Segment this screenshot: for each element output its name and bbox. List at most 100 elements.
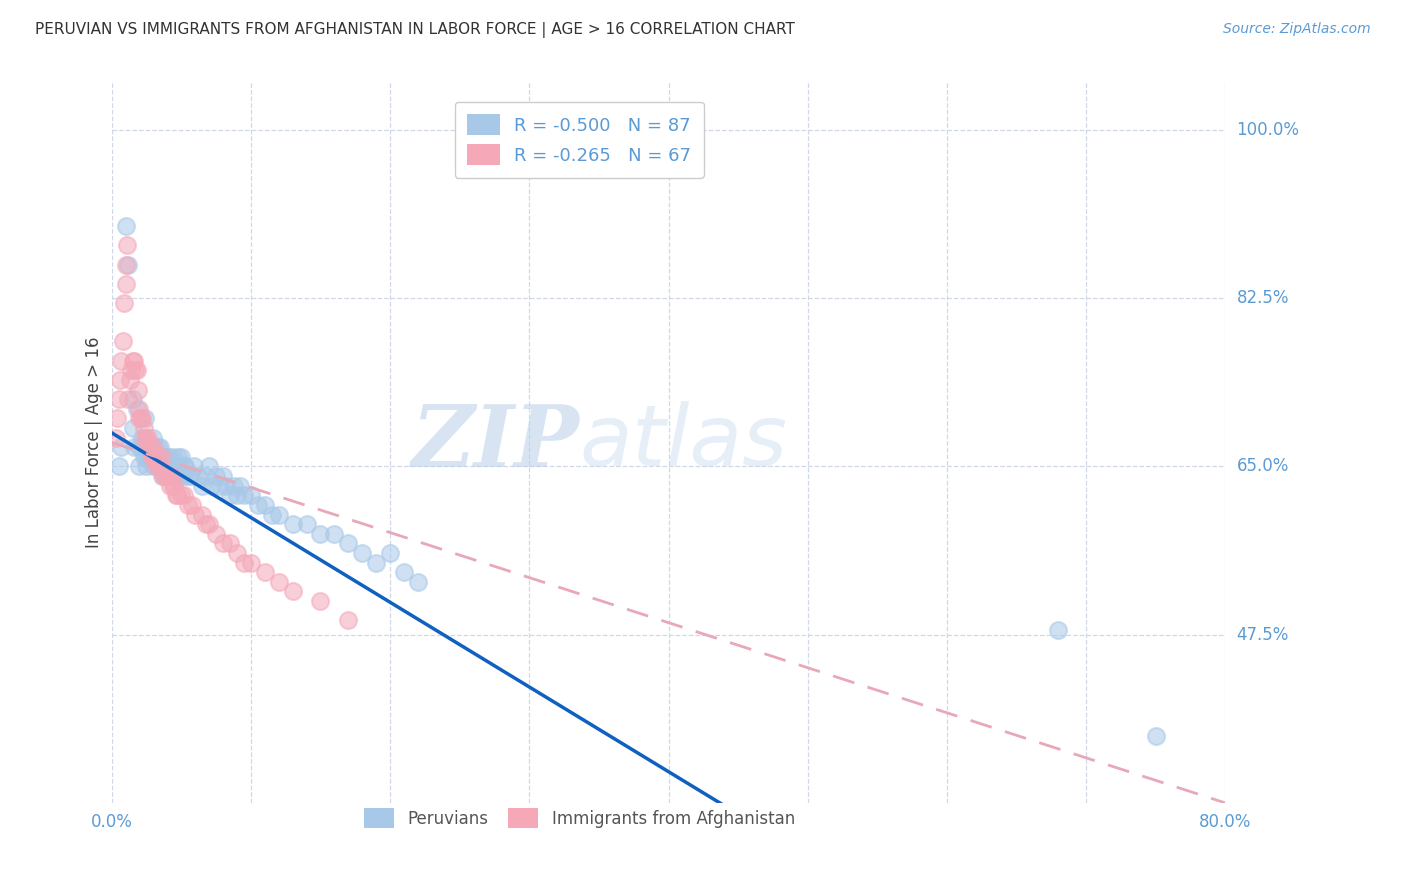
Point bbox=[135, 450, 157, 464]
Point bbox=[128, 459, 150, 474]
Point bbox=[142, 450, 165, 464]
Point bbox=[239, 556, 262, 570]
Point bbox=[146, 450, 169, 464]
Point bbox=[127, 383, 149, 397]
Point bbox=[149, 459, 172, 474]
Point bbox=[141, 450, 163, 464]
Point bbox=[131, 411, 153, 425]
Point bbox=[337, 613, 360, 627]
Point bbox=[177, 469, 200, 483]
Point bbox=[129, 440, 152, 454]
Point bbox=[150, 469, 173, 483]
Point bbox=[173, 459, 195, 474]
Point bbox=[143, 450, 166, 464]
Point bbox=[153, 469, 176, 483]
Y-axis label: In Labor Force | Age > 16: In Labor Force | Age > 16 bbox=[86, 336, 103, 549]
Point bbox=[169, 469, 191, 483]
Point bbox=[153, 469, 176, 483]
Point bbox=[166, 488, 188, 502]
Point bbox=[142, 459, 165, 474]
Point bbox=[352, 546, 374, 560]
Point bbox=[170, 450, 193, 464]
Text: 82.5%: 82.5% bbox=[1237, 289, 1289, 307]
Point bbox=[253, 566, 276, 580]
Point bbox=[125, 363, 148, 377]
Point bbox=[191, 508, 214, 522]
Point bbox=[226, 488, 249, 502]
Point bbox=[117, 258, 139, 272]
Point bbox=[180, 469, 202, 483]
Point bbox=[205, 526, 228, 541]
Point bbox=[184, 508, 207, 522]
Point bbox=[163, 478, 186, 492]
Point bbox=[145, 459, 167, 474]
Point bbox=[112, 296, 135, 310]
Point bbox=[122, 353, 145, 368]
Point bbox=[132, 450, 155, 464]
Point bbox=[146, 440, 169, 454]
Point bbox=[152, 469, 174, 483]
Point bbox=[129, 411, 152, 425]
Point bbox=[219, 536, 242, 550]
Point bbox=[177, 498, 200, 512]
Point bbox=[148, 450, 170, 464]
Point bbox=[128, 440, 150, 454]
Text: PERUVIAN VS IMMIGRANTS FROM AFGHANISTAN IN LABOR FORCE | AGE > 16 CORRELATION CH: PERUVIAN VS IMMIGRANTS FROM AFGHANISTAN … bbox=[35, 22, 794, 38]
Point bbox=[148, 459, 170, 474]
Point bbox=[150, 450, 173, 464]
Point bbox=[114, 258, 136, 272]
Point bbox=[152, 450, 174, 464]
Point bbox=[128, 401, 150, 416]
Point bbox=[148, 459, 170, 474]
Point bbox=[1144, 729, 1167, 743]
Point bbox=[105, 411, 128, 425]
Point bbox=[139, 440, 162, 454]
Point bbox=[124, 363, 146, 377]
Point bbox=[170, 488, 193, 502]
Point bbox=[198, 517, 221, 532]
Point bbox=[143, 440, 166, 454]
Point bbox=[162, 450, 184, 464]
Point bbox=[139, 440, 162, 454]
Point bbox=[281, 517, 304, 532]
Point bbox=[121, 392, 143, 406]
Point bbox=[281, 584, 304, 599]
Point bbox=[253, 498, 276, 512]
Point bbox=[173, 488, 195, 502]
Point bbox=[219, 488, 242, 502]
Point bbox=[1047, 623, 1070, 637]
Point bbox=[406, 574, 429, 589]
Point bbox=[132, 421, 155, 435]
Point bbox=[162, 478, 184, 492]
Point bbox=[157, 450, 180, 464]
Point bbox=[138, 450, 160, 464]
Point bbox=[122, 440, 145, 454]
Point bbox=[118, 373, 141, 387]
Point bbox=[267, 574, 290, 589]
Point bbox=[267, 508, 290, 522]
Point bbox=[104, 431, 127, 445]
Point bbox=[115, 238, 138, 252]
Point bbox=[205, 469, 228, 483]
Point bbox=[201, 478, 224, 492]
Point bbox=[159, 459, 181, 474]
Point bbox=[156, 469, 179, 483]
Point bbox=[117, 392, 139, 406]
Point bbox=[143, 450, 166, 464]
Point bbox=[108, 373, 131, 387]
Text: ZIP: ZIP bbox=[412, 401, 579, 484]
Point bbox=[136, 431, 159, 445]
Point bbox=[229, 478, 252, 492]
Point bbox=[120, 363, 142, 377]
Point bbox=[114, 219, 136, 233]
Point bbox=[121, 421, 143, 435]
Point bbox=[155, 450, 177, 464]
Point bbox=[134, 431, 156, 445]
Point bbox=[187, 469, 209, 483]
Text: 47.5%: 47.5% bbox=[1237, 625, 1289, 644]
Point bbox=[309, 526, 332, 541]
Point bbox=[191, 478, 214, 492]
Point bbox=[212, 469, 235, 483]
Point bbox=[146, 450, 169, 464]
Point bbox=[392, 566, 415, 580]
